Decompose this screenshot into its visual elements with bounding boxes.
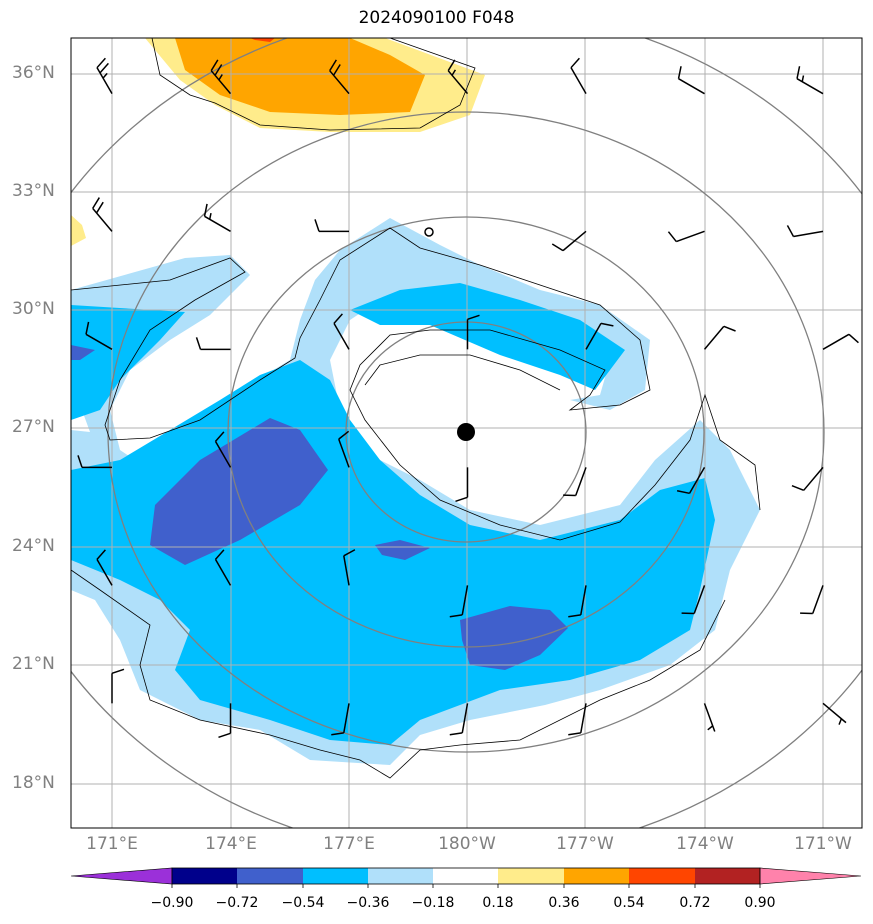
wind-barb	[111, 668, 125, 704]
lon-label-177e: 177°E	[323, 834, 375, 854]
colorbar-tick-label: 0.36	[548, 895, 580, 911]
wind-barb	[796, 66, 824, 95]
wind-barb	[85, 321, 113, 350]
colorbar-segment-6	[498, 868, 564, 884]
wind-barb	[570, 57, 587, 95]
colorbar-tick-label: −0.72	[215, 895, 259, 911]
colorbar-segment-0	[70, 867, 173, 885]
colorbar-segment-2	[237, 868, 303, 884]
wind-barb	[338, 430, 350, 468]
wind-barb	[214, 549, 232, 586]
lon-label-171w: 171°W	[794, 834, 852, 854]
wind-barb	[455, 467, 469, 503]
lon-label-171e: 171°E	[86, 834, 138, 854]
wind-barb	[681, 585, 706, 615]
colorbar-frame	[171, 867, 761, 885]
colorbar-segment-7	[564, 868, 629, 884]
wind-barb	[343, 549, 356, 586]
wind-barb	[585, 322, 614, 350]
wind-barbs	[77, 57, 859, 739]
colorbar-tick-label: −0.90	[150, 895, 194, 911]
colorbar-segment-9	[695, 868, 760, 884]
lon-label-174e: 174°E	[205, 834, 257, 854]
map-frame	[70, 37, 863, 829]
contour-fill-royalblue	[71, 345, 568, 670]
wind-barb	[449, 703, 469, 736]
lat-label-24n: 24°N	[12, 536, 55, 556]
colorbar-segment-5	[433, 868, 498, 884]
lat-label-27n: 27°N	[12, 417, 55, 437]
wind-barb	[314, 219, 349, 233]
colorbar-tick-label: 0.54	[613, 895, 645, 911]
colorbar-segment-4	[368, 868, 433, 884]
lat-label-30n: 30°N	[12, 299, 55, 319]
colorbar	[70, 867, 862, 888]
wind-barb	[449, 585, 469, 618]
contour-fill-redorange	[250, 38, 275, 42]
lon-label-177w: 177°W	[556, 834, 614, 854]
calm-wind-circle	[424, 227, 434, 237]
contour-fill-orange	[175, 38, 425, 115]
wind-barb	[800, 585, 824, 615]
wind-barb	[703, 325, 736, 350]
wind-barb	[96, 57, 113, 95]
wind-barb	[563, 467, 587, 497]
wind-barb	[77, 455, 112, 469]
wind-barb	[822, 702, 847, 725]
wind-barb	[676, 466, 706, 495]
wind-barb	[447, 59, 469, 95]
wind-barb	[329, 59, 350, 95]
colorbar-tick-label: 0.90	[744, 895, 776, 911]
wind-barb	[92, 197, 113, 232]
wind-barb	[667, 230, 705, 243]
map-title: 2024090100 F048	[358, 8, 515, 28]
wind-barb	[677, 66, 705, 95]
colorbar-segment-10	[759, 867, 862, 885]
lat-label-33n: 33°N	[12, 181, 55, 201]
wind-barb	[218, 703, 232, 739]
wind-barb	[466, 314, 480, 350]
wind-barb	[96, 549, 113, 586]
wind-barb	[703, 703, 716, 732]
wind-barb	[568, 703, 587, 736]
colorbar-segment-3	[303, 868, 368, 884]
storm-center-marker	[457, 423, 475, 441]
colorbar-tick-label: −0.36	[346, 895, 390, 911]
colorbar-tick-label: 0.72	[679, 895, 711, 911]
colorbar-segment-8	[629, 868, 695, 884]
lon-label-180w: 180°W	[438, 834, 496, 854]
colorbar-segment-1	[172, 868, 237, 884]
wind-barb	[822, 333, 859, 350]
wind-barb	[333, 313, 350, 350]
wind-barb	[791, 466, 824, 492]
wind-barb	[210, 59, 232, 95]
wind-barb	[786, 225, 824, 238]
colorbar-tick-label: 0.18	[482, 895, 514, 911]
colorbar-tick-label: −0.54	[281, 895, 325, 911]
range-rings	[71, 38, 862, 828]
lat-label-36n: 36°N	[12, 63, 55, 83]
wind-barb	[331, 703, 350, 736]
wind-barb	[195, 337, 231, 351]
lat-label-21n: 21°N	[12, 654, 55, 674]
colorbar-tick-label: −0.18	[411, 895, 455, 911]
wind-barb	[568, 585, 587, 618]
wind-barb	[551, 230, 587, 252]
lat-label-18n: 18°N	[12, 773, 55, 793]
wind-barb	[203, 203, 231, 232]
wind-barb	[214, 431, 232, 468]
contour-fill-yellow-left	[71, 215, 86, 246]
contour-lines	[71, 38, 761, 779]
lon-label-174w: 174°W	[676, 834, 734, 854]
